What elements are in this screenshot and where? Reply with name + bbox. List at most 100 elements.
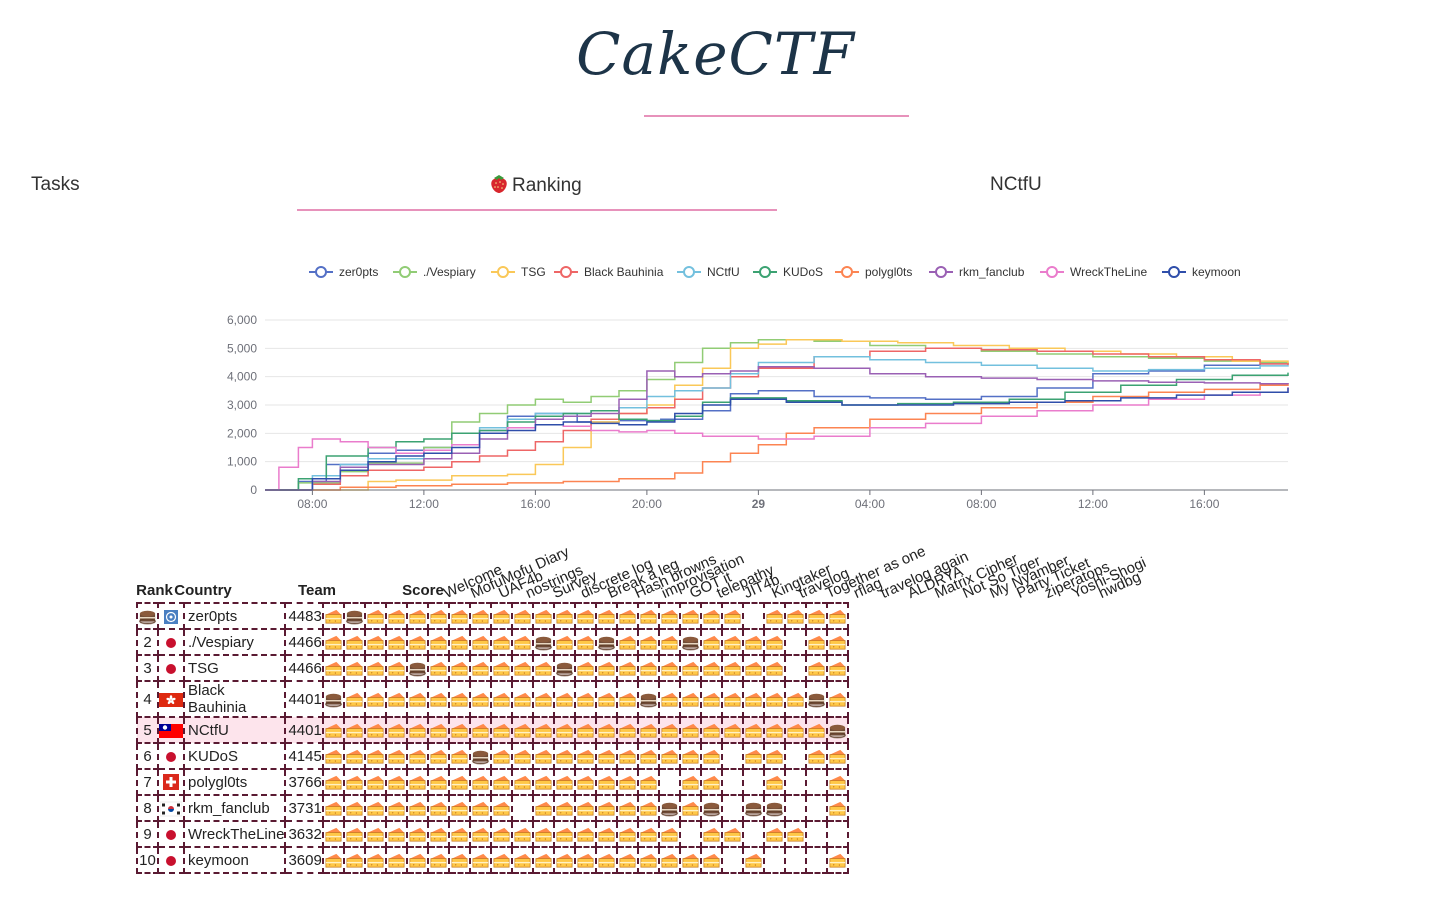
cake-slice-icon bbox=[808, 723, 825, 738]
solve-cell bbox=[426, 846, 450, 874]
solve-cell bbox=[615, 654, 639, 682]
legend-label: KUDoS bbox=[783, 265, 823, 279]
legend-item[interactable]: ./Vespiary bbox=[393, 265, 476, 279]
team-name[interactable]: KUDoS bbox=[182, 742, 287, 770]
legend-item[interactable]: polygl0ts bbox=[835, 265, 912, 279]
solve-cell bbox=[657, 716, 681, 744]
solve-cell bbox=[741, 628, 765, 656]
solve-cell bbox=[678, 628, 702, 656]
solve-cell bbox=[699, 680, 723, 718]
first-blood-cake-icon bbox=[555, 662, 573, 677]
solve-cell bbox=[342, 820, 366, 848]
solve-cell bbox=[636, 742, 660, 770]
legend-item[interactable]: NCtfU bbox=[677, 265, 740, 279]
cake-slice-icon bbox=[787, 609, 804, 624]
team-name[interactable]: polygl0ts bbox=[182, 768, 287, 796]
cake-slice-icon bbox=[766, 692, 783, 707]
cake-slice-icon bbox=[703, 853, 720, 868]
first-blood-cake-icon bbox=[534, 636, 552, 651]
cake-slice-icon bbox=[682, 801, 699, 816]
solve-cell bbox=[762, 654, 786, 682]
table-row: 9 WreckTheLine 3632 bbox=[136, 820, 849, 848]
legend-item[interactable]: zer0pts bbox=[309, 265, 378, 279]
team-name[interactable]: ./Vespiary bbox=[182, 628, 287, 656]
cake-slice-icon bbox=[451, 723, 468, 738]
solve-cell bbox=[531, 654, 555, 682]
nav-tasks[interactable]: Tasks bbox=[31, 174, 80, 195]
cake-slice-icon bbox=[829, 692, 846, 707]
task-header[interactable]: hwdbg bbox=[1096, 568, 1144, 602]
header-country: Country bbox=[174, 582, 232, 599]
legend-item[interactable]: KUDoS bbox=[753, 265, 823, 279]
solve-cell bbox=[321, 654, 345, 682]
team-name[interactable]: rkm_fanclub bbox=[182, 794, 287, 822]
first-blood-cake-icon bbox=[345, 610, 363, 625]
cake-slice-icon bbox=[640, 609, 657, 624]
solve-cell bbox=[573, 654, 597, 682]
un-flag-icon bbox=[164, 609, 178, 624]
solve-cell bbox=[510, 820, 534, 848]
cake-slice-icon bbox=[535, 853, 552, 868]
series-line-blackbauhinia bbox=[265, 347, 1289, 491]
cake-slice-icon bbox=[325, 661, 342, 676]
cake-slice-icon bbox=[619, 692, 636, 707]
cake-slice-icon bbox=[535, 609, 552, 624]
team-name[interactable]: NCtfU bbox=[182, 716, 287, 744]
cake-slice-icon bbox=[682, 749, 699, 764]
cake-slice-icon bbox=[493, 692, 510, 707]
cake-slice-icon bbox=[577, 801, 594, 816]
site-logo[interactable]: CakeCTF bbox=[576, 20, 855, 88]
team-name[interactable]: zer0pts bbox=[182, 602, 287, 630]
cake-slice-icon bbox=[325, 775, 342, 790]
legend-item[interactable]: TSG bbox=[491, 265, 546, 279]
japan-flag-icon bbox=[166, 637, 176, 648]
legend-item[interactable]: WreckTheLine bbox=[1040, 265, 1147, 279]
cake-slice-icon bbox=[640, 801, 657, 816]
solve-cell bbox=[699, 628, 723, 656]
country-cell bbox=[157, 716, 185, 744]
solve-cell bbox=[468, 628, 492, 656]
solve-cell bbox=[657, 820, 681, 848]
cake-slice-icon bbox=[829, 609, 846, 624]
solve-cell bbox=[720, 794, 744, 822]
team-name[interactable]: keymoon bbox=[182, 846, 287, 874]
cake-slice-icon bbox=[703, 661, 720, 676]
solve-cell bbox=[510, 768, 534, 796]
solve-cell bbox=[363, 628, 387, 656]
solve-cell bbox=[804, 742, 828, 770]
cake-slice-icon bbox=[682, 775, 699, 790]
y-tick-label: 6,000 bbox=[227, 313, 257, 327]
cake-slice-icon bbox=[472, 635, 489, 650]
solve-cell bbox=[762, 602, 786, 630]
legend-item[interactable]: keymoon bbox=[1162, 265, 1241, 279]
team-name[interactable]: TSG bbox=[182, 654, 287, 682]
cake-slice-icon bbox=[829, 635, 846, 650]
solve-cell bbox=[594, 820, 618, 848]
x-tick-label: 16:00 bbox=[1189, 497, 1219, 511]
legend-item[interactable]: Black Bauhinia bbox=[554, 265, 664, 279]
cake-slice-icon bbox=[724, 609, 741, 624]
cake-slice-icon bbox=[556, 749, 573, 764]
solve-cell bbox=[384, 794, 408, 822]
solve-cell bbox=[405, 602, 429, 630]
cake-slice-icon bbox=[703, 692, 720, 707]
cake-slice-icon bbox=[514, 827, 531, 842]
cake-slice-icon bbox=[493, 635, 510, 650]
hong-kong-flag-icon bbox=[159, 692, 183, 707]
cake-slice-icon bbox=[619, 853, 636, 868]
cake-slice-icon bbox=[451, 661, 468, 676]
legend-item[interactable]: rkm_fanclub bbox=[929, 265, 1025, 279]
nav-team[interactable]: NCtfU bbox=[990, 174, 1042, 195]
solve-cell bbox=[699, 820, 723, 848]
cake-slice-icon bbox=[640, 853, 657, 868]
solve-cell bbox=[552, 846, 576, 874]
first-blood-cake-icon bbox=[138, 610, 157, 625]
solve-cell bbox=[657, 654, 681, 682]
solve-cell bbox=[636, 716, 660, 744]
nav-ranking[interactable]: Ranking bbox=[488, 172, 582, 198]
solve-cell bbox=[447, 794, 471, 822]
cake-slice-icon bbox=[346, 853, 363, 868]
solve-cell bbox=[552, 768, 576, 796]
team-name[interactable]: WreckTheLine bbox=[182, 820, 287, 848]
team-name[interactable]: Black Bauhinia bbox=[182, 680, 287, 718]
